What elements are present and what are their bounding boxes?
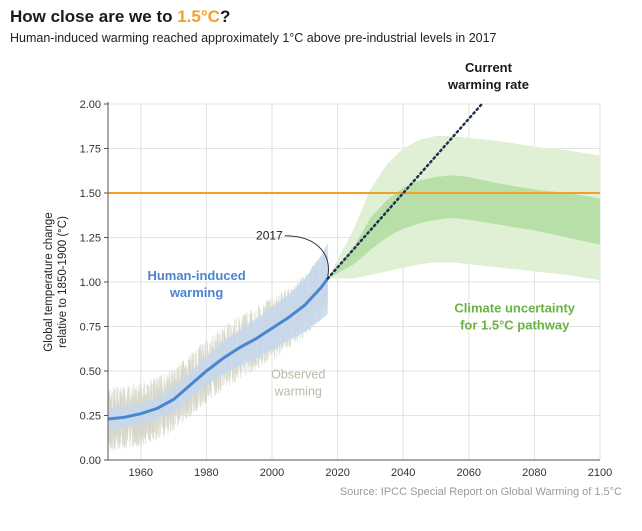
y-tick-label: 0.00 [80, 455, 101, 467]
2017-callout-line [284, 235, 329, 277]
current-warming-rate-label: Current warming rate [447, 60, 529, 92]
current-warming-rate-line [326, 102, 484, 280]
x-tick-label: 2060 [457, 467, 481, 479]
source-note: Source: IPCC Special Report on Global Wa… [339, 486, 622, 498]
y-tick-label: 0.25 [80, 411, 101, 423]
x-tick-label: 2020 [325, 467, 349, 479]
observed-warming-label: Observed warming [271, 368, 325, 399]
x-tick-label: 2040 [391, 467, 415, 479]
current-warming-rate-series [326, 102, 484, 280]
x-tick-label: 2080 [522, 467, 546, 479]
x-tick-label: 1960 [129, 467, 153, 479]
y-tick-label: 1.50 [80, 188, 101, 200]
x-tick-label: 2000 [260, 467, 284, 479]
uncertainty-label: Climate uncertainty for 1.5°C pathway [454, 301, 575, 333]
y-tick-label: 0.50 [80, 366, 101, 378]
human-induced-band [108, 242, 328, 430]
human-induced-line [107, 277, 329, 421]
y-tick-label: 1.75 [80, 144, 101, 156]
x-tick-label: 2100 [588, 467, 612, 479]
chart-title: How close are we to 1.5°C? [10, 7, 231, 26]
uncertainty-inner-band [327, 175, 600, 279]
2017-label: 2017 [256, 229, 283, 243]
uncertainty-bands [327, 136, 600, 281]
chart-subtitle: Human-induced warming reached approximat… [10, 31, 497, 45]
y-axis-label: Global temperature change relative to 185… [43, 212, 69, 351]
human-induced-label: Human-induced warming [147, 268, 245, 300]
human-induced-warming-series [107, 242, 329, 430]
y-tick-label: 1.00 [80, 277, 101, 289]
axes: 0.00 0.25 0.50 0.75 1.00 1.25 1.50 1.75 2.00 1960… [43, 99, 612, 479]
annotations: 2017 Human-induced warming Observed warming C… [147, 60, 575, 399]
y-tick-label: 1.25 [80, 233, 101, 245]
x-tick-label: 1980 [194, 467, 218, 479]
y-tick-label: 2.00 [80, 99, 101, 111]
y-tick-label: 0.75 [80, 322, 101, 334]
